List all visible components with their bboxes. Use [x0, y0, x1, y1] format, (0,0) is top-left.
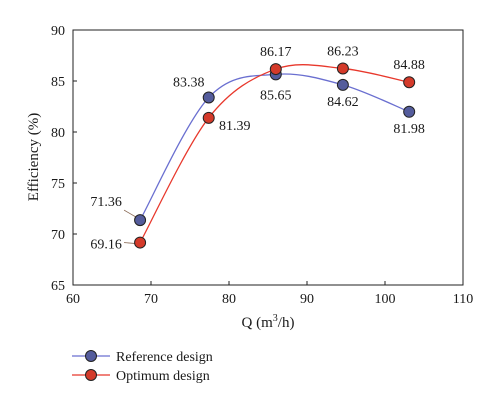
data-point-reference	[134, 214, 147, 227]
data-label-reference: 81.98	[393, 122, 425, 137]
data-point-optimum	[336, 62, 349, 75]
series-markers	[134, 62, 416, 249]
data-label-reference: 83.38	[173, 76, 205, 91]
data-label-reference: 71.36	[90, 195, 122, 210]
plot-frame	[72, 29, 464, 286]
y-axis-label: Efficiency (%)	[26, 113, 42, 201]
label-leader-optimum	[124, 242, 137, 244]
data-point-reference	[403, 105, 416, 118]
legend-label-reference: Reference design	[116, 350, 213, 365]
x-tick-label: 70	[144, 292, 158, 307]
x-axis-label: Q (m3/h)	[242, 313, 295, 331]
data-point-optimum	[403, 76, 416, 89]
series-line-optimum	[139, 64, 410, 243]
legend: Reference design Optimum design	[72, 350, 213, 384]
x-tick-label: 110	[453, 292, 473, 307]
data-point-reference	[336, 78, 349, 91]
legend-entry-optimum: Optimum design	[72, 369, 210, 384]
x-axis-label-superscript: 3	[273, 313, 278, 324]
x-tick-label: 60	[66, 292, 80, 307]
label-leader-reference	[123, 209, 137, 218]
y-tick-label: 70	[51, 228, 65, 243]
axes	[72, 29, 464, 286]
y-tick-label: 90	[51, 24, 65, 39]
label-leaders	[123, 209, 137, 244]
legend-marker-optimum	[85, 369, 97, 381]
data-label-optimum: 86.23	[327, 44, 359, 59]
x-axis-label-tail: /h)	[278, 315, 295, 331]
data-point-reference	[202, 91, 215, 104]
x-axis-label-main: Q (m	[242, 315, 274, 331]
data-point-optimum	[134, 236, 147, 249]
data-label-optimum: 84.88	[393, 58, 425, 73]
data-label-optimum: 86.17	[260, 45, 292, 60]
data-point-optimum	[269, 63, 282, 76]
y-tick-label: 80	[51, 126, 65, 141]
y-tick-label: 75	[51, 177, 65, 192]
x-tick-label: 80	[222, 292, 236, 307]
y-tick-label: 85	[51, 75, 65, 90]
data-labels: 71.36 83.38 85.65 84.62 81.98 69.16 81.39 86.17…	[90, 44, 425, 252]
y-tick-label: 65	[51, 279, 65, 294]
data-label-reference: 84.62	[327, 95, 359, 110]
x-tick-label: 100	[375, 292, 396, 307]
legend-label-optimum: Optimum design	[116, 369, 210, 384]
data-point-optimum	[202, 111, 215, 124]
data-label-optimum: 69.16	[90, 238, 122, 253]
data-label-reference: 85.65	[260, 88, 292, 103]
tick-marks: 60 70 80 90 100 110 65 70 75 80 85 90	[51, 24, 473, 307]
legend-entry-reference: Reference design	[72, 350, 213, 365]
legend-marker-reference	[85, 350, 97, 362]
x-tick-label: 90	[300, 292, 314, 307]
data-label-optimum: 81.39	[219, 119, 251, 134]
